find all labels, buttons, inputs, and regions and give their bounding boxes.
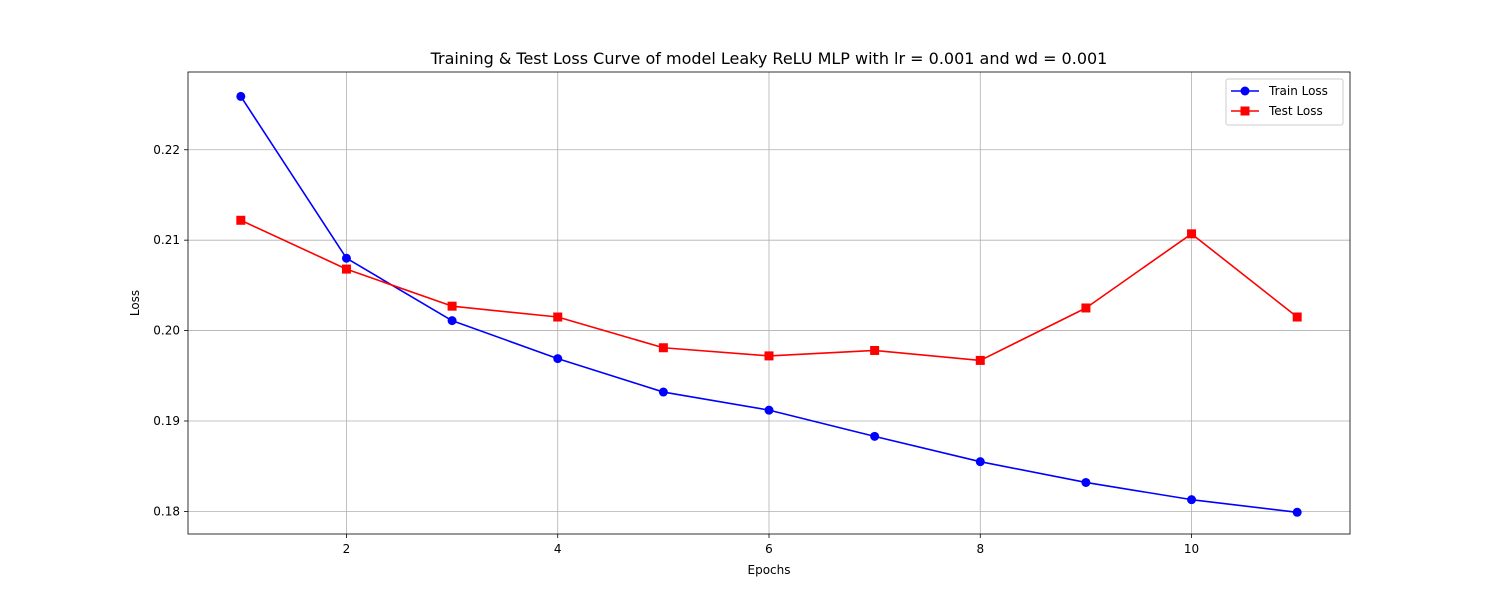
x-tick-label: 10 (1184, 542, 1199, 556)
x-tick-label: 2 (343, 542, 351, 556)
chart-title: Training & Test Loss Curve of model Leak… (430, 49, 1108, 68)
train-loss-point (1187, 495, 1197, 505)
y-tick-label: 0.18 (153, 504, 180, 518)
y-tick-label: 0.20 (153, 324, 180, 338)
x-tick-label: 8 (976, 542, 984, 556)
test-loss-point (553, 312, 563, 322)
train-loss-point (341, 253, 351, 263)
train-loss-point (553, 354, 563, 364)
test-loss-point (341, 264, 351, 274)
train-loss-point (236, 91, 246, 101)
series-layer (236, 91, 1302, 517)
test-loss-point (447, 301, 457, 311)
test-loss-point (1081, 303, 1091, 313)
x-tick-label: 4 (554, 542, 562, 556)
train-loss-point (870, 431, 880, 441)
y-axis-label: Loss (128, 290, 142, 316)
test-loss-point (764, 351, 774, 361)
test-loss-point (1187, 229, 1197, 239)
tick-layer: 2 4 6 8 10 0.18 0.19 0.20 0.21 0.22 (153, 143, 1199, 556)
train-loss-point (764, 405, 774, 415)
y-tick-label: 0.21 (153, 233, 180, 247)
legend: Train Loss Test Loss (1225, 78, 1344, 126)
train-loss-point (658, 387, 668, 397)
train-loss-series (236, 91, 1302, 517)
legend-item-train-loss: Train Loss (1231, 84, 1328, 98)
test-loss-series (236, 215, 1302, 365)
legend-marker (1240, 106, 1250, 116)
train-loss-point (1292, 507, 1302, 517)
train-loss-point (447, 316, 457, 326)
y-tick-label: 0.19 (153, 414, 180, 428)
test-loss-point (658, 343, 668, 353)
y-tick-label: 0.22 (153, 143, 180, 157)
train-loss-point (975, 457, 985, 467)
test-loss-point (870, 345, 880, 355)
legend-item-test-loss: Test Loss (1231, 104, 1323, 118)
grid-layer (188, 72, 1350, 534)
x-tick-label: 6 (765, 542, 773, 556)
test-loss-point (975, 355, 985, 365)
test-loss-point (236, 215, 246, 225)
train-loss-point (1081, 477, 1091, 487)
x-axis-label: Epochs (748, 563, 791, 577)
legend-label: Test Loss (1268, 104, 1323, 118)
legend-label: Train Loss (1268, 84, 1328, 98)
test-loss-point (1292, 312, 1302, 322)
legend-marker (1240, 86, 1250, 96)
